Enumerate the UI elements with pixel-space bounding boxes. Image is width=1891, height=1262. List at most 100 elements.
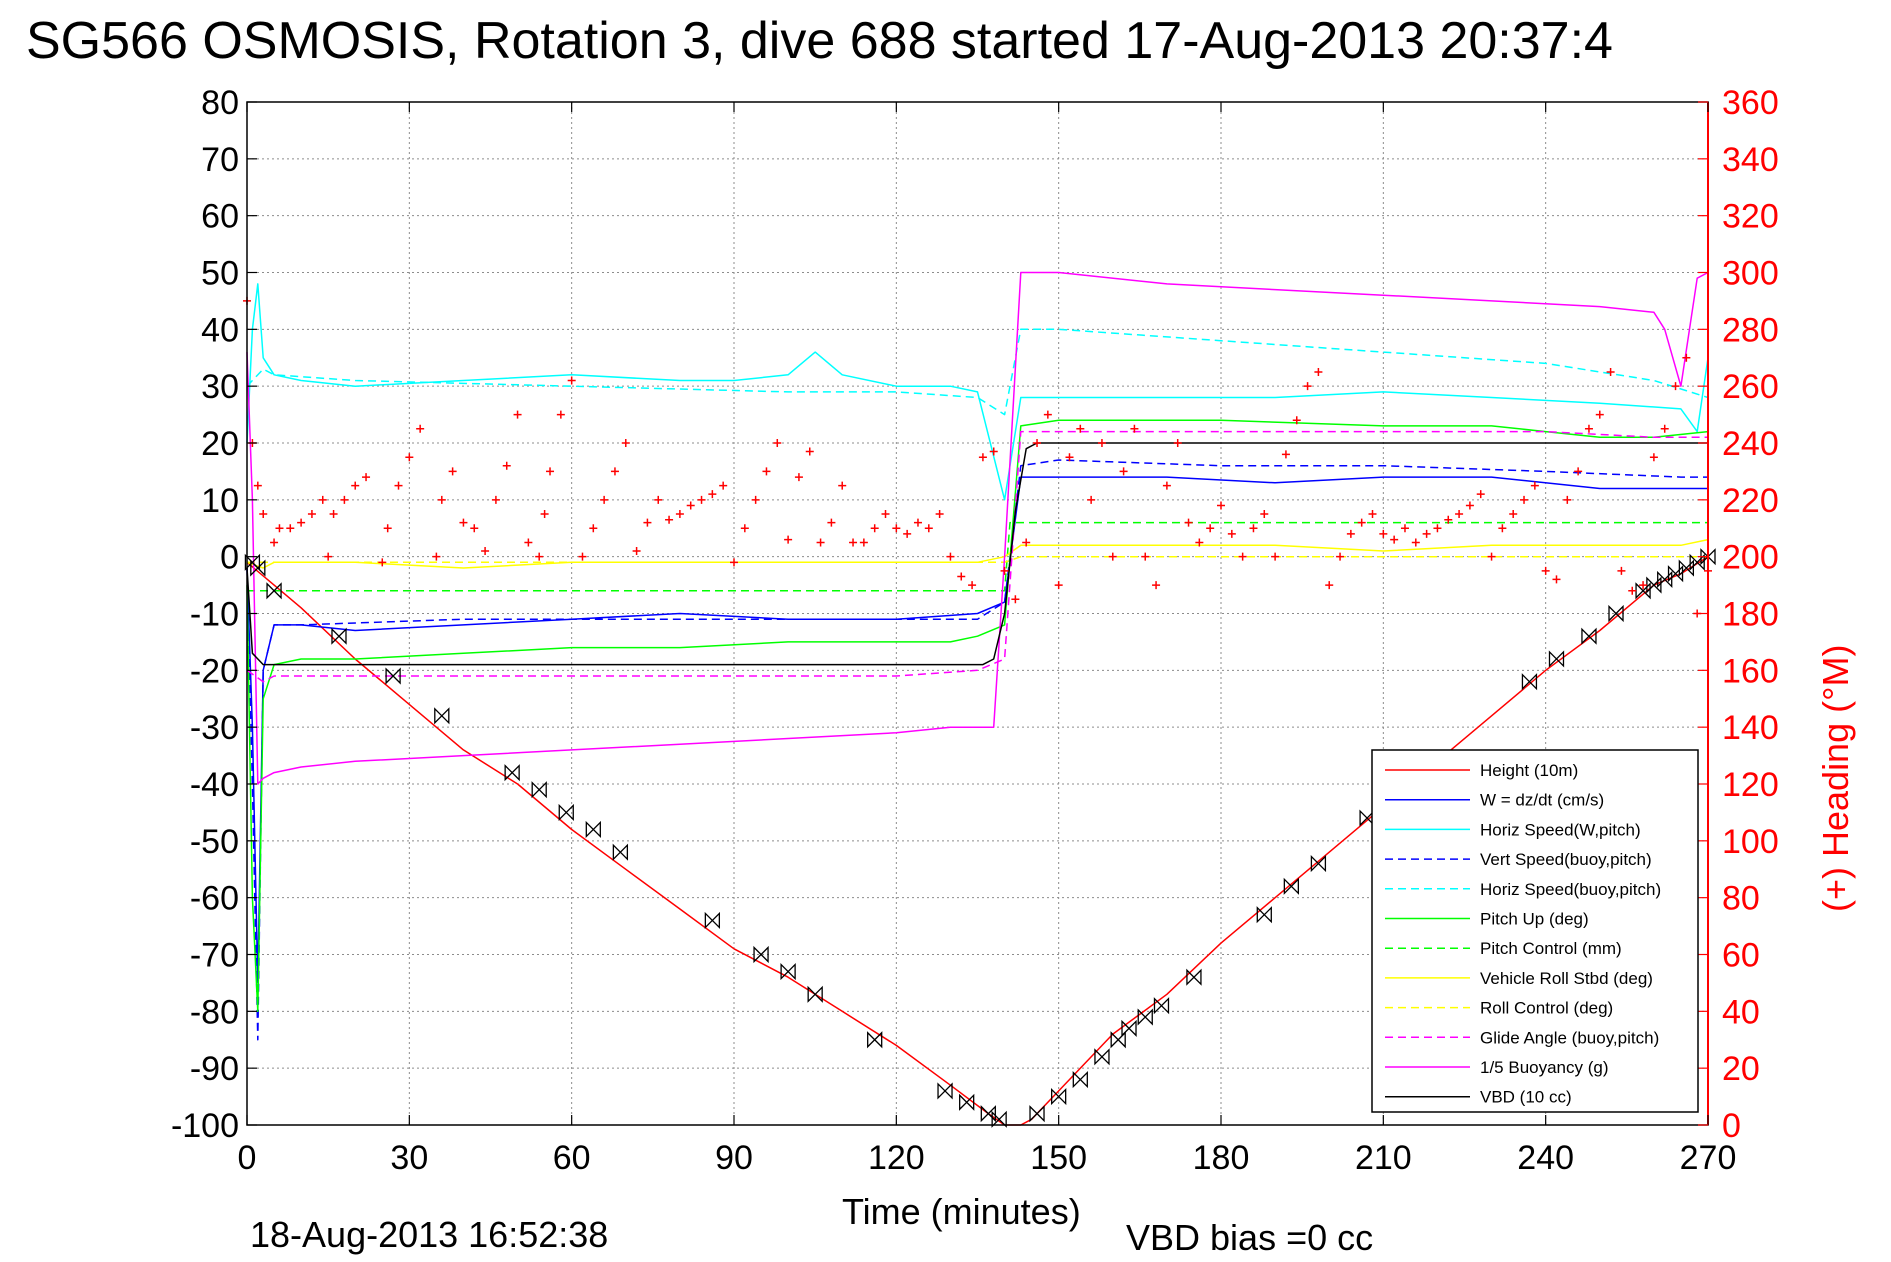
vbd-marker bbox=[704, 911, 721, 929]
legend-label-pitch-up-deg: Pitch Up (deg) bbox=[1480, 910, 1589, 929]
y2-tick-label: 180 bbox=[1722, 596, 1779, 634]
heading-marker bbox=[805, 447, 814, 456]
vbd-marker bbox=[385, 667, 401, 685]
heading-marker bbox=[784, 535, 793, 544]
y-tick-label: 10 bbox=[201, 482, 239, 520]
vbd-marker bbox=[434, 707, 450, 725]
footer-timestamp: 18-Aug-2013 16:52:38 bbox=[250, 1214, 608, 1255]
y2-tick-label: 260 bbox=[1722, 368, 1779, 406]
heading-marker bbox=[1033, 439, 1042, 447]
heading-marker bbox=[740, 524, 749, 533]
vbd-marker bbox=[753, 945, 769, 964]
heading-marker bbox=[978, 453, 987, 462]
y-axis-left: 80 70 60 50 40 30 20 10 0 -10 -20 -30 -40 -50 -60 -70 -8… bbox=[171, 84, 257, 1145]
vbd-marker bbox=[1094, 1048, 1110, 1066]
y-tick-label: -50 bbox=[190, 823, 239, 861]
vbd-marker bbox=[531, 781, 547, 799]
legend-label-horiz-speed-buoy-pitch: Horiz Speed(buoy,pitch) bbox=[1480, 880, 1661, 899]
vbd-marker bbox=[1667, 565, 1684, 583]
heading-marker bbox=[892, 524, 901, 533]
legend-label-1-5-buoyancy-g: 1/5 Buoyancy (g) bbox=[1480, 1058, 1609, 1077]
heading-marker bbox=[1141, 552, 1150, 561]
legend-label-height-10m: Height (10m) bbox=[1480, 761, 1578, 780]
y-tick-label: 70 bbox=[201, 141, 239, 179]
legend-label-pitch-control-mm: Pitch Control (mm) bbox=[1480, 939, 1622, 958]
heading-marker bbox=[540, 510, 549, 519]
vbd-marker bbox=[504, 764, 520, 782]
heading-marker bbox=[1108, 552, 1117, 561]
heading-marker bbox=[1584, 424, 1593, 433]
heading-marker bbox=[719, 481, 728, 490]
heading-marker bbox=[816, 538, 825, 547]
vbd-marker bbox=[1635, 582, 1651, 600]
heading-marker bbox=[968, 581, 977, 590]
heading-marker bbox=[286, 524, 295, 533]
heading-marker bbox=[270, 538, 279, 547]
heading-marker bbox=[556, 410, 565, 419]
heading-marker bbox=[524, 538, 533, 547]
legend-label-glide-angle-buoy-pitch: Glide Angle (buoy,pitch) bbox=[1480, 1028, 1659, 1047]
heading-marker bbox=[394, 481, 403, 490]
vbd-marker bbox=[585, 820, 601, 839]
heading-marker bbox=[957, 572, 966, 581]
vbd-marker bbox=[1310, 854, 1327, 873]
x-tick-label: 30 bbox=[390, 1139, 428, 1177]
vbd-marker bbox=[1121, 1019, 1137, 1037]
heading-marker bbox=[1065, 453, 1074, 462]
heading-marker bbox=[913, 518, 922, 527]
y2-tick-label: 0 bbox=[1722, 1107, 1741, 1145]
heading-marker bbox=[946, 552, 955, 561]
heading-marker bbox=[405, 453, 414, 462]
heading-marker bbox=[686, 501, 695, 510]
vbd-marker bbox=[250, 559, 266, 577]
heading-marker bbox=[935, 510, 944, 519]
heading-marker bbox=[513, 410, 522, 419]
legend-label-w-dz-dt-cm-s: W = dz/dt (cm/s) bbox=[1480, 791, 1604, 810]
heading-marker bbox=[329, 510, 338, 519]
heading-marker bbox=[459, 518, 468, 527]
heading-marker bbox=[1303, 382, 1312, 391]
y2-tick-label: 20 bbox=[1722, 1050, 1760, 1088]
y2-tick-label: 280 bbox=[1722, 311, 1779, 349]
heading-marker-layer bbox=[243, 296, 1712, 618]
heading-marker bbox=[1076, 424, 1085, 433]
vbd-marker bbox=[1153, 997, 1170, 1015]
heading-marker bbox=[1487, 552, 1496, 561]
heading-marker bbox=[1271, 552, 1280, 561]
vbd-marker bbox=[1581, 627, 1597, 645]
heading-marker bbox=[989, 447, 998, 456]
vbd-marker bbox=[1051, 1088, 1067, 1106]
heading-marker bbox=[643, 518, 652, 527]
heading-marker bbox=[481, 546, 490, 555]
heading-marker bbox=[1206, 524, 1215, 533]
heading-marker bbox=[794, 473, 803, 482]
heading-marker bbox=[1173, 439, 1182, 447]
heading-marker bbox=[1217, 501, 1225, 510]
heading-marker bbox=[1649, 453, 1658, 462]
heading-marker bbox=[610, 467, 619, 476]
legend: Height (10m) W = dz/dt (cm/s) Horiz Speed(… bbox=[1371, 749, 1699, 1113]
heading-marker bbox=[1368, 510, 1377, 519]
y2-tick-label: 200 bbox=[1722, 539, 1779, 577]
x-tick-label: 90 bbox=[715, 1139, 753, 1177]
heading-marker bbox=[502, 461, 511, 470]
y2-tick-label: 240 bbox=[1722, 425, 1779, 463]
y-tick-label: -20 bbox=[190, 652, 239, 690]
x-tick-label: 60 bbox=[553, 1139, 591, 1177]
heading-marker bbox=[1455, 510, 1464, 519]
heading-marker bbox=[318, 495, 327, 504]
heading-marker bbox=[1574, 467, 1583, 476]
heading-marker bbox=[546, 467, 555, 476]
vbd-marker bbox=[1137, 1008, 1153, 1026]
heading-marker bbox=[448, 467, 457, 476]
heading-marker bbox=[1476, 490, 1485, 499]
vbd-marker bbox=[1256, 906, 1272, 924]
y2-tick-label: 40 bbox=[1722, 993, 1760, 1031]
y2-tick-label: 80 bbox=[1722, 880, 1760, 918]
heading-marker bbox=[827, 518, 836, 527]
y2-tick-label: 220 bbox=[1722, 482, 1779, 520]
heading-marker bbox=[1422, 529, 1431, 538]
y-tick-label: 50 bbox=[201, 255, 239, 293]
y-axis-right: 3603403203002802602402202001801601401201… bbox=[1698, 84, 1779, 1145]
